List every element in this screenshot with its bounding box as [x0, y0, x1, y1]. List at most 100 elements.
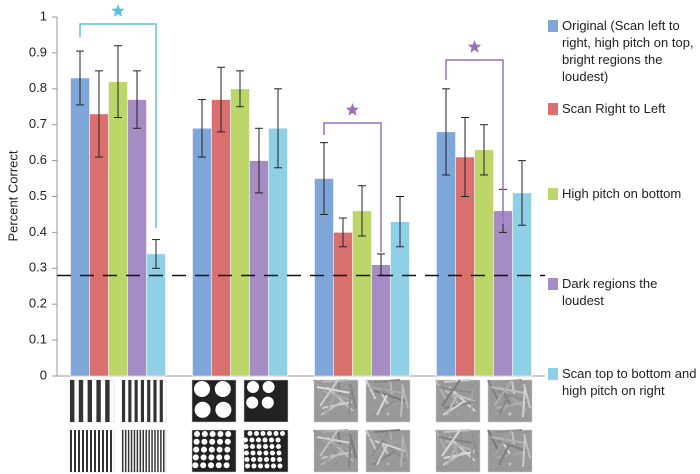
texture	[334, 462, 338, 466]
legend-label: Scan Right to Left	[562, 101, 666, 116]
dot	[276, 450, 282, 456]
dot	[260, 431, 266, 436]
legend-swatch	[548, 188, 558, 200]
texture	[456, 412, 460, 416]
texture	[316, 436, 352, 444]
dot	[256, 437, 261, 443]
bar	[192, 128, 212, 377]
significance-bracket	[323, 122, 382, 252]
texture	[313, 379, 325, 401]
dot	[224, 446, 231, 453]
texture	[320, 400, 344, 416]
y-tick-label: 0.9	[29, 44, 47, 59]
texture	[495, 429, 523, 433]
stripe	[142, 430, 144, 472]
y-tick-label: 0.2	[29, 296, 47, 311]
texture	[348, 386, 352, 418]
dot	[263, 450, 269, 456]
dot	[243, 444, 249, 449]
stripe	[96, 380, 101, 422]
error-bar	[339, 217, 347, 248]
dot	[216, 454, 223, 461]
error-bar	[152, 239, 160, 269]
bar	[371, 264, 391, 377]
texture	[446, 394, 458, 416]
bar	[474, 149, 494, 377]
stripe	[153, 380, 157, 422]
error-bar	[320, 142, 328, 215]
dot	[223, 462, 230, 469]
bar	[70, 77, 90, 377]
y-tick-label: 0.5	[29, 188, 47, 203]
texture	[522, 386, 526, 418]
texture	[372, 400, 396, 416]
texture	[400, 436, 404, 468]
dot	[251, 457, 256, 462]
texture	[400, 386, 404, 418]
dot	[208, 454, 215, 461]
dot	[225, 431, 232, 437]
stripe	[140, 380, 144, 422]
texture	[376, 444, 388, 466]
texture	[435, 429, 447, 451]
legend-swatch	[548, 368, 558, 380]
texture	[494, 450, 518, 466]
legend-swatch	[548, 278, 558, 290]
texture	[438, 386, 474, 394]
y-tick-label: 0.1	[29, 332, 47, 347]
dot	[263, 444, 268, 449]
stripe	[105, 380, 110, 422]
texture	[435, 379, 447, 401]
texture	[493, 379, 513, 407]
dot	[247, 381, 259, 393]
texture	[373, 379, 401, 383]
stripe	[127, 430, 130, 472]
dot	[246, 396, 259, 409]
texture	[490, 436, 526, 444]
stripe	[139, 430, 142, 472]
texture	[319, 429, 339, 457]
texture	[498, 444, 510, 466]
texture	[487, 379, 499, 401]
y-tick-label: 0.7	[29, 116, 47, 131]
stripe	[78, 380, 84, 422]
error-bar	[442, 88, 450, 176]
texture	[320, 450, 344, 466]
dot	[267, 431, 272, 436]
legend-swatch	[548, 103, 558, 115]
dot	[250, 444, 255, 449]
dot	[280, 431, 285, 436]
dot	[194, 381, 210, 397]
legend-entry: High pitch on bottom	[548, 185, 698, 202]
stripe	[82, 430, 84, 472]
texture	[446, 444, 458, 466]
dot	[256, 444, 262, 449]
dot	[277, 457, 282, 462]
dot	[194, 401, 211, 418]
texture	[368, 386, 404, 394]
legend-entry: Dark regions the loudest	[548, 275, 698, 309]
dot	[244, 457, 250, 462]
stripe	[70, 430, 72, 472]
texture	[498, 394, 510, 416]
stripe	[134, 380, 138, 422]
legend-entry: Scan Right to Left	[548, 100, 698, 117]
dot	[208, 462, 214, 469]
significance-bracket	[445, 59, 504, 224]
legend-entry: Original (Scan left to right, high pitch…	[548, 17, 698, 85]
stripe	[70, 380, 75, 422]
error-bar	[358, 185, 366, 237]
texture	[324, 444, 336, 466]
dot	[245, 463, 250, 469]
stripe	[94, 430, 96, 472]
y-tick-label: 0.4	[29, 224, 47, 239]
error-bar	[114, 45, 122, 119]
dot	[192, 454, 199, 461]
dot	[217, 431, 224, 437]
texture	[371, 429, 391, 457]
stripe	[128, 380, 132, 422]
dot	[193, 438, 200, 445]
texture	[374, 440, 406, 452]
